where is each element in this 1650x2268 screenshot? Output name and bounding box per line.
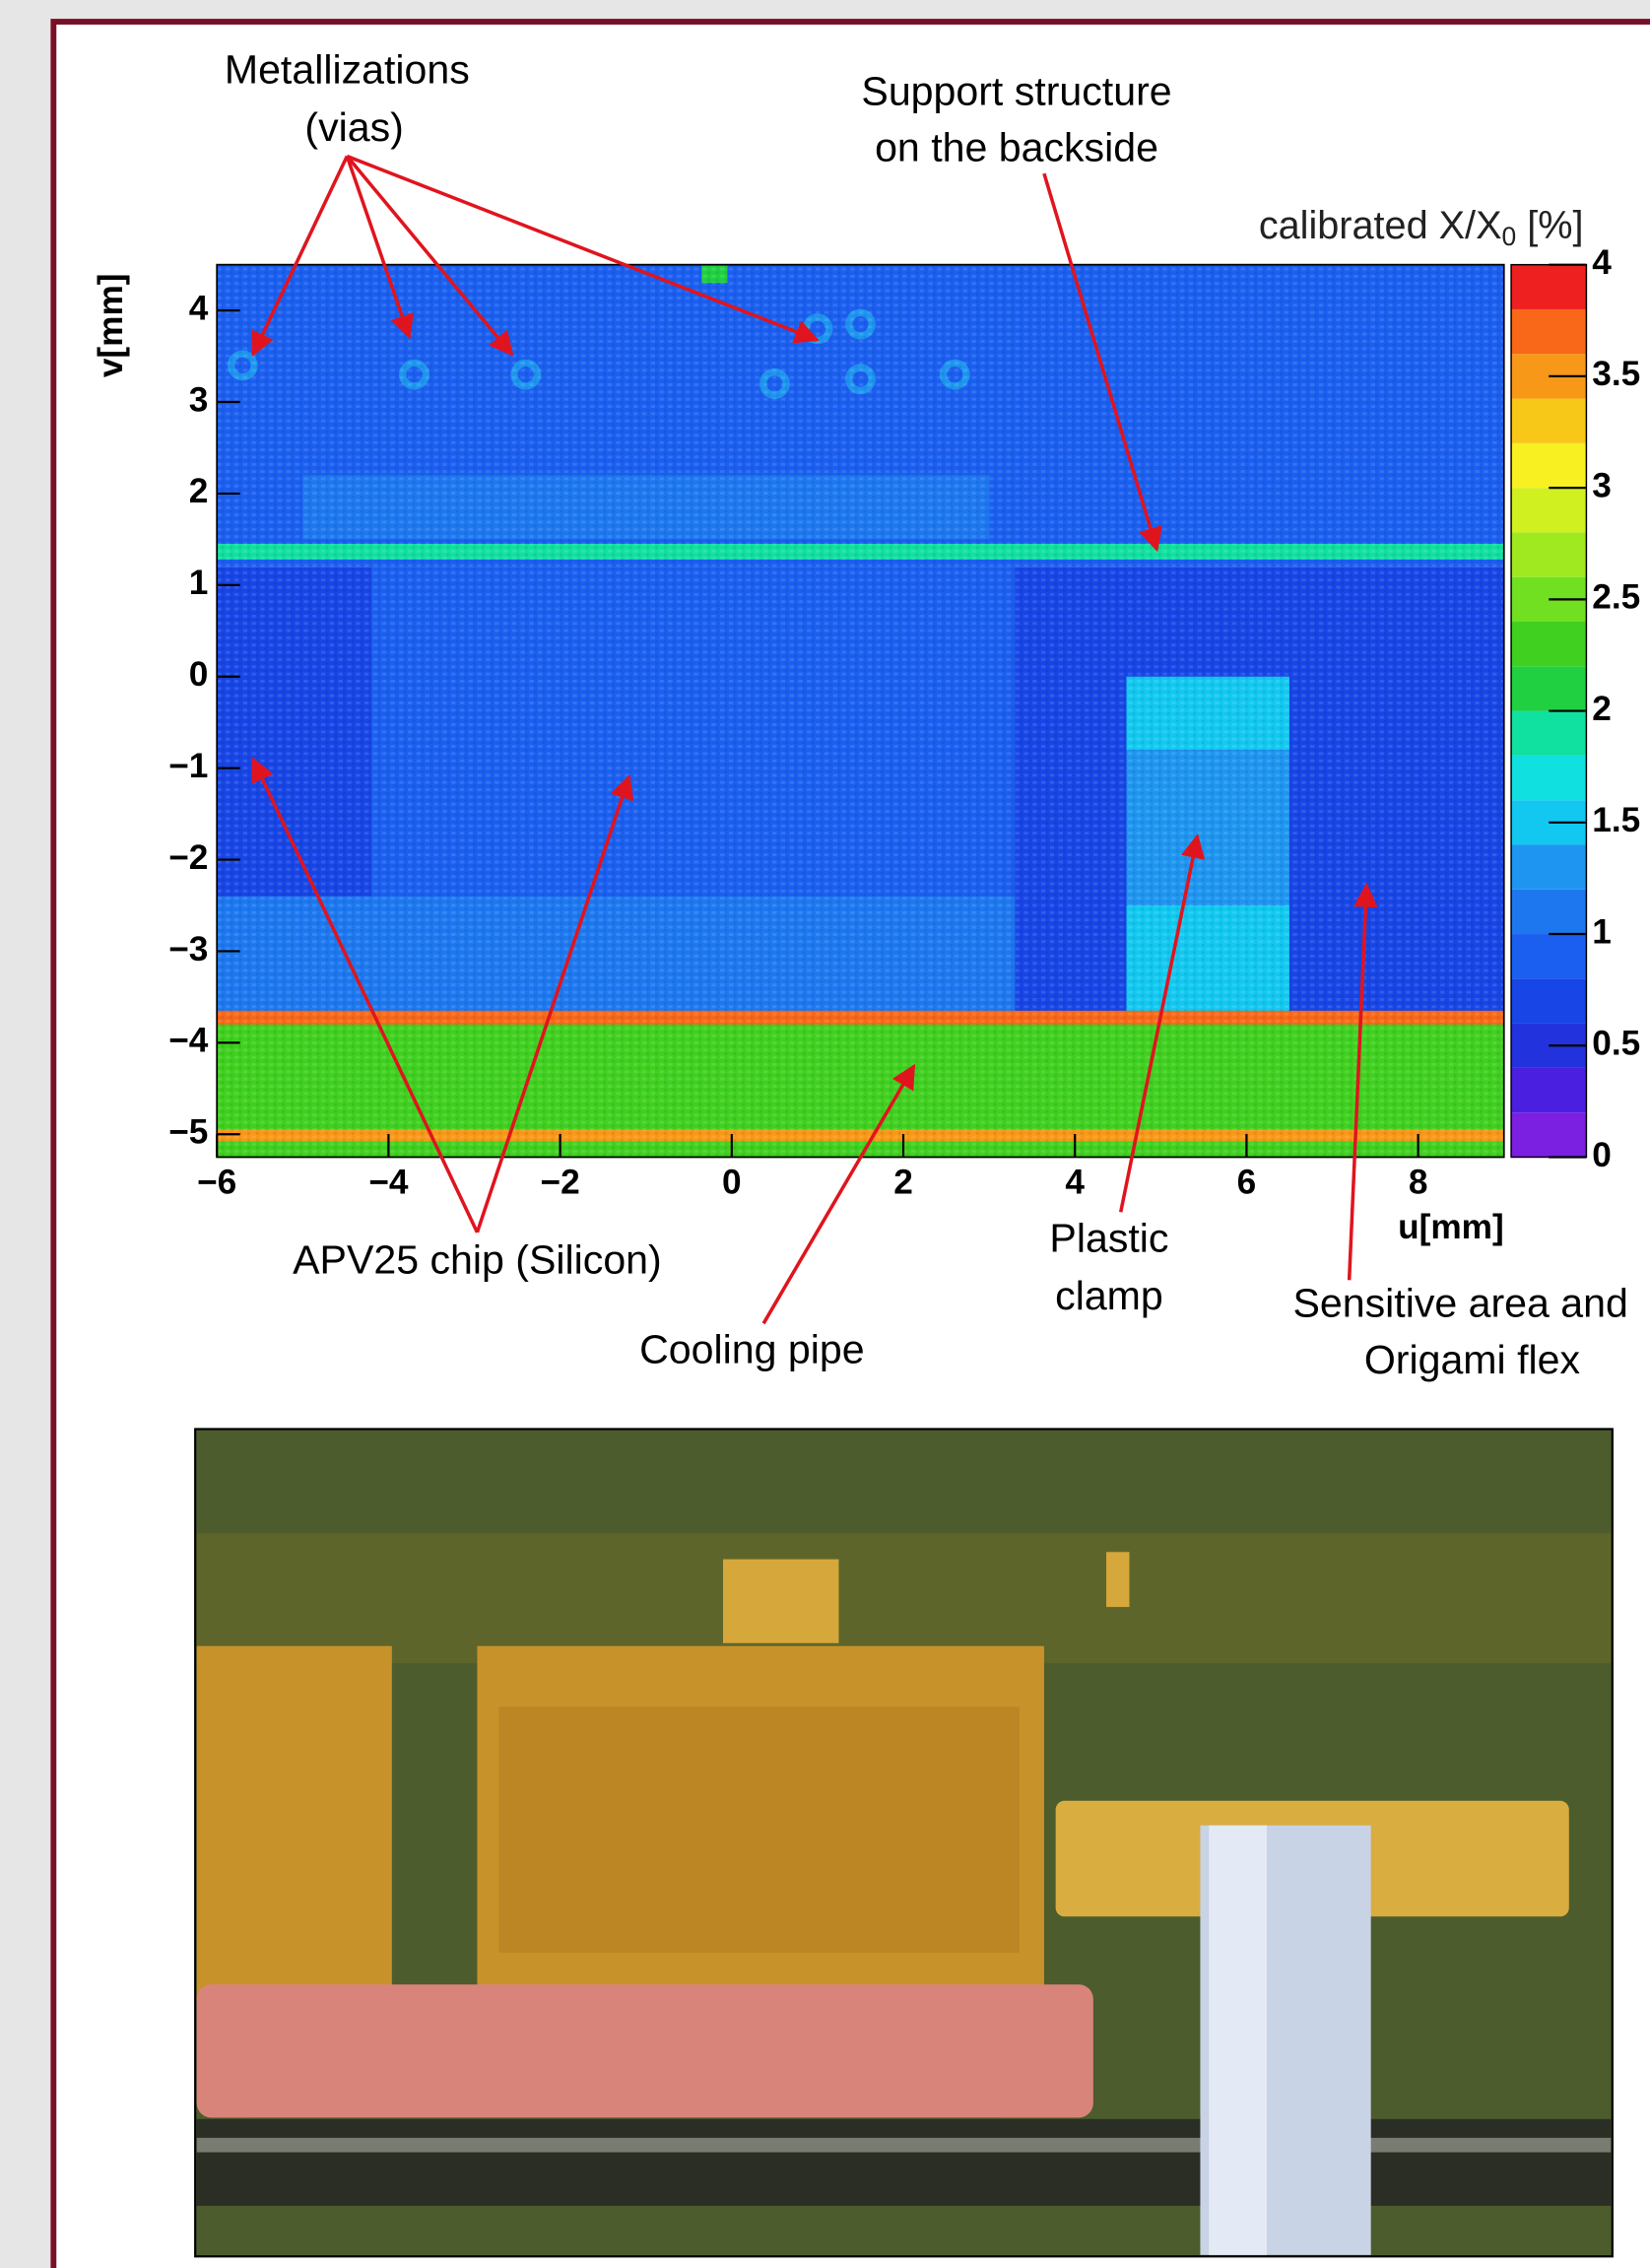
colorbar-band: [1511, 265, 1586, 309]
x-tick-label: −4: [368, 1164, 409, 1202]
photo: [195, 1429, 1613, 2256]
annotation: Sensitive area and: [1293, 1281, 1628, 1326]
annotation: APV25 chip (Silicon): [293, 1237, 662, 1283]
colorbar-tick-label: 3.5: [1592, 355, 1640, 393]
x-tick-label: −2: [541, 1164, 580, 1202]
colorbar-band: [1511, 934, 1586, 978]
y-axis-label: v[mm]: [92, 273, 130, 377]
annotation: Support structure: [861, 68, 1171, 113]
colorbar-band: [1511, 399, 1586, 443]
x-tick-label: 4: [1065, 1164, 1085, 1202]
annotation: on the backside: [875, 125, 1158, 170]
x-tick-label: 6: [1237, 1164, 1257, 1202]
y-tick-label: −1: [168, 747, 208, 785]
colorbar-band: [1511, 711, 1586, 756]
colorbar-band: [1511, 443, 1586, 488]
photo-chip-detail: [498, 1706, 1019, 1953]
y-tick-label: 0: [189, 655, 209, 694]
colorbar-band: [1511, 532, 1586, 576]
x-axis-label: u[mm]: [1398, 1208, 1504, 1246]
annotation: Cooling pipe: [639, 1327, 864, 1372]
colorbar-band: [1511, 756, 1586, 800]
colorbar-band: [1511, 978, 1586, 1023]
y-tick-label: 1: [189, 564, 209, 602]
photo-chip: [197, 1646, 392, 2001]
annotation: Plastic: [1049, 1215, 1168, 1260]
page: {"chart_data": { "type": "heatmap", "xla…: [0, 0, 1650, 2268]
annotation: Metallizations: [225, 46, 470, 92]
y-tick-label: 2: [189, 472, 209, 510]
photo-clamp-highlight: [1209, 1826, 1267, 2255]
y-tick-label: −4: [168, 1022, 209, 1060]
colorbar-tick-label: 2: [1592, 690, 1612, 728]
x-tick-label: −6: [197, 1164, 236, 1202]
colorbar-tick-label: 3: [1592, 466, 1612, 504]
colorbar-tick-label: 0.5: [1592, 1025, 1640, 1063]
photo-band: [197, 1533, 1612, 1663]
x-tick-label: 0: [722, 1164, 742, 1202]
texture: [217, 265, 1504, 1158]
colorbar-band: [1511, 1068, 1586, 1112]
y-tick-label: −2: [168, 838, 208, 877]
colorbar-band: [1511, 309, 1586, 354]
photo-pipe: [197, 1984, 1093, 2117]
photo-rod: [197, 2119, 1612, 2206]
colorbar-band: [1511, 622, 1586, 666]
colorbar-band: [1511, 890, 1586, 934]
annotation: (vias): [304, 104, 403, 150]
x-tick-label: 2: [893, 1164, 913, 1202]
y-tick-label: −3: [168, 930, 208, 968]
annotation: clamp: [1055, 1273, 1163, 1318]
y-tick-label: 3: [189, 380, 209, 419]
figure: −6 −4 −2 0 2 4 6 8 −5 −4 −3 −2 −1 0 1 2 3 4 0 0.5 1 1.5 2 2.5 3 3…: [0, 0, 1650, 2268]
y-tick-label: −5: [168, 1113, 208, 1152]
colorbar-label-main: calibrated X/X: [1259, 204, 1502, 247]
y-tick-label: 4: [189, 289, 209, 327]
x-tick-label: 8: [1409, 1164, 1428, 1202]
colorbar-band: [1511, 1112, 1586, 1157]
photo-rod-highlight: [197, 2138, 1612, 2153]
photo-pad: [1106, 1552, 1129, 1607]
colorbar-label: calibrated X/X0 [%]: [1259, 204, 1584, 251]
colorbar-label-unit: [%]: [1516, 204, 1583, 247]
colorbar-band: [1511, 488, 1586, 532]
colorbar-band: [1511, 666, 1586, 710]
colorbar-tick-label: 0: [1592, 1136, 1612, 1174]
colorbar-label-sub: 0: [1502, 222, 1517, 251]
colorbar-tick-label: 4: [1592, 243, 1612, 282]
colorbar-band: [1511, 844, 1586, 889]
colorbar-tick-label: 1: [1592, 912, 1612, 951]
photo-pad: [723, 1560, 838, 1643]
annotation: Origami flex: [1364, 1337, 1581, 1382]
colorbar-tick-label: 2.5: [1592, 578, 1640, 617]
colorbar-tick-label: 1.5: [1592, 801, 1640, 839]
